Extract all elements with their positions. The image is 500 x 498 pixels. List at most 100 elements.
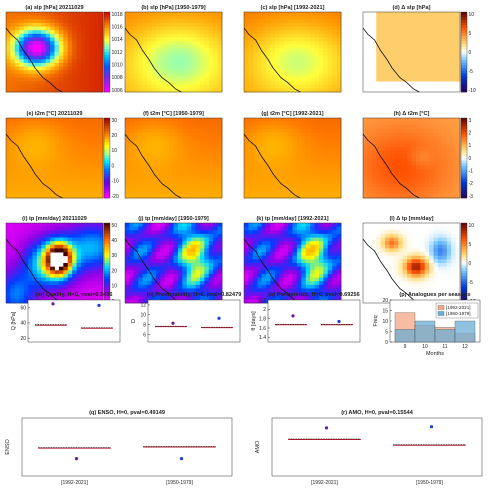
map-cell bbox=[279, 132, 285, 137]
map-cell bbox=[248, 158, 254, 163]
map-cell bbox=[301, 194, 307, 199]
map-cell bbox=[213, 84, 218, 89]
map-cell bbox=[310, 125, 315, 130]
map-cell bbox=[208, 132, 214, 137]
map-cell bbox=[244, 59, 249, 64]
map-cell bbox=[398, 143, 404, 148]
map-cell bbox=[244, 284, 249, 289]
map-cell bbox=[314, 84, 320, 89]
map-cell bbox=[446, 19, 452, 24]
map-cell bbox=[169, 295, 174, 300]
map-cell bbox=[138, 121, 144, 126]
map-cell bbox=[10, 288, 16, 293]
map-cell bbox=[283, 52, 289, 57]
map-cell bbox=[332, 121, 337, 126]
map-cell bbox=[248, 121, 254, 126]
map-cell bbox=[89, 176, 95, 181]
map-cell bbox=[133, 136, 139, 141]
map-cell bbox=[147, 288, 152, 293]
map-cell bbox=[266, 194, 271, 199]
map-cell bbox=[164, 233, 170, 238]
map-cell bbox=[182, 26, 188, 31]
map-cell bbox=[23, 118, 29, 123]
map-cell bbox=[424, 41, 430, 46]
map-cell bbox=[142, 84, 148, 89]
map-cell bbox=[301, 158, 307, 163]
map-cell bbox=[125, 147, 130, 152]
map-cell bbox=[28, 139, 33, 144]
map-cell bbox=[217, 190, 223, 195]
map-cell bbox=[446, 70, 452, 75]
map-cell bbox=[283, 62, 289, 67]
map-cell bbox=[191, 143, 196, 148]
map-cell bbox=[151, 165, 157, 170]
map-cell bbox=[217, 154, 223, 159]
map-cell bbox=[133, 19, 139, 24]
map-cell bbox=[411, 147, 417, 152]
map-cell bbox=[402, 44, 408, 49]
map-cell bbox=[32, 241, 38, 246]
map-cell bbox=[67, 30, 73, 35]
map-cell bbox=[248, 41, 254, 46]
map-cell bbox=[58, 81, 64, 86]
map-cell bbox=[288, 183, 293, 188]
map-cell bbox=[336, 12, 342, 17]
map-cell bbox=[32, 41, 38, 46]
map-cell bbox=[54, 66, 60, 71]
map-cell bbox=[402, 77, 408, 82]
map-cell bbox=[279, 66, 285, 71]
map-cell bbox=[36, 158, 42, 163]
map-cell bbox=[402, 52, 408, 57]
map-cell bbox=[455, 30, 461, 35]
map-cell bbox=[380, 77, 386, 82]
map-cell bbox=[248, 118, 254, 123]
map-cell bbox=[411, 121, 417, 126]
map-cell bbox=[266, 77, 271, 82]
map-cell bbox=[125, 158, 130, 163]
map-cell bbox=[58, 15, 64, 20]
map-cell bbox=[85, 70, 91, 75]
map-cell bbox=[155, 48, 161, 53]
map-cell bbox=[155, 128, 161, 133]
map-cell bbox=[160, 48, 166, 53]
map-cell bbox=[125, 190, 130, 195]
map-cell bbox=[371, 121, 377, 126]
map-cell bbox=[129, 252, 135, 257]
map-cell bbox=[133, 194, 139, 199]
colorbar-cell bbox=[461, 150, 467, 153]
map-cell bbox=[54, 168, 60, 173]
map-cell bbox=[217, 194, 223, 199]
map-cell bbox=[429, 132, 434, 137]
map-cell bbox=[10, 22, 16, 27]
map-cell bbox=[411, 190, 417, 195]
map-cell bbox=[169, 277, 174, 282]
map-cell bbox=[142, 48, 148, 53]
map-cell bbox=[41, 128, 47, 133]
map-cell bbox=[129, 84, 135, 89]
map-cell bbox=[213, 55, 218, 60]
map-cell bbox=[80, 139, 86, 144]
map-cell bbox=[199, 226, 205, 231]
map-cell bbox=[72, 190, 77, 195]
map-cell bbox=[323, 183, 329, 188]
map-cell bbox=[142, 62, 148, 67]
map-cell bbox=[160, 158, 166, 163]
map-cell bbox=[182, 223, 188, 228]
map-cell bbox=[125, 73, 130, 78]
map-cell bbox=[36, 281, 42, 286]
map-cell bbox=[261, 15, 267, 20]
map-cell bbox=[58, 66, 64, 71]
map-cell bbox=[76, 223, 82, 228]
map-cell bbox=[407, 139, 412, 144]
colorbar-cell bbox=[461, 190, 467, 193]
map-cell bbox=[155, 244, 161, 249]
map-cell bbox=[411, 161, 417, 166]
map-cell bbox=[402, 37, 408, 42]
map-cell bbox=[164, 255, 170, 260]
map-cell bbox=[442, 179, 448, 184]
map-cell bbox=[420, 125, 426, 130]
map-cell bbox=[32, 233, 38, 238]
map-cell bbox=[14, 81, 20, 86]
map-cell bbox=[270, 15, 276, 20]
